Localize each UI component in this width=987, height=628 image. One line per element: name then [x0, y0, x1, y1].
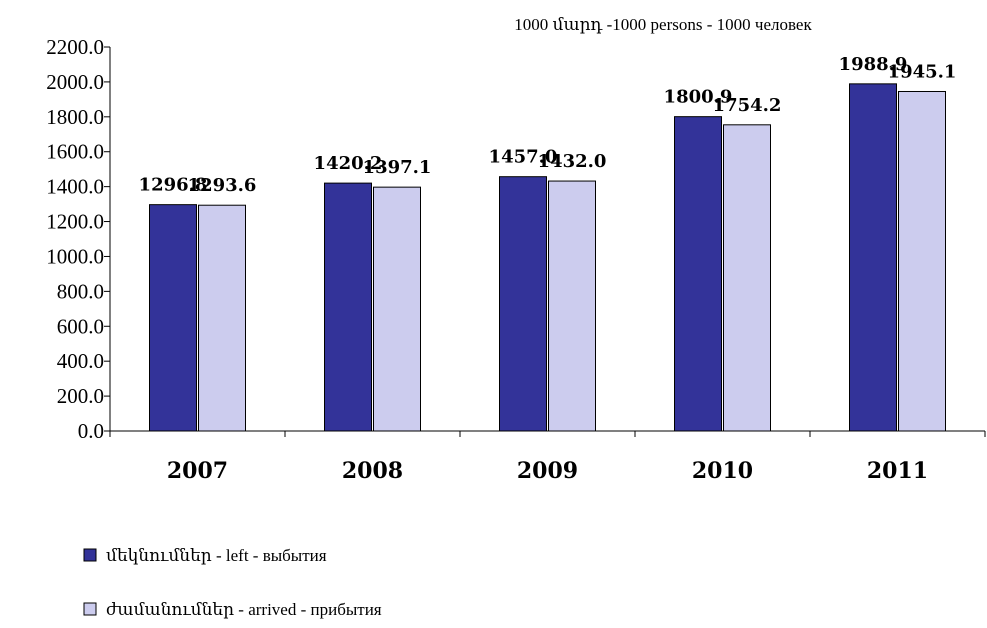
y-tick-label: 2000.0 [46, 70, 104, 94]
y-tick-label: 0.0 [78, 419, 104, 443]
data-label: 1457.0 [489, 147, 558, 168]
data-label: 1754.2 [713, 95, 782, 116]
bar-left-2009 [499, 176, 547, 432]
data-label: 1988.9 [839, 54, 908, 75]
y-tick-label: 1800.0 [46, 105, 104, 129]
x-tick-label: 2010 [692, 458, 753, 484]
bar-arrived-2008 [373, 186, 421, 432]
data-label: 1945.1 [888, 61, 957, 82]
bar-left-2010 [674, 116, 722, 432]
legend-label: ժամանումներ - arrived - прибытия [106, 600, 382, 619]
bar-left-2011 [849, 83, 897, 432]
x-tick-label: 2007 [167, 458, 228, 484]
legend-swatch [83, 602, 97, 616]
legend-swatch [83, 548, 97, 562]
bar-arrived-2011 [898, 90, 946, 432]
legend: մեկնումներ - left - выбытия ժամանումներ -… [83, 546, 382, 619]
bar-left-2008 [324, 182, 372, 432]
y-axis: 0.0 200.0 400.0 600.0 800.0 1000.0 1200.0 1400.… [46, 35, 111, 443]
y-tick-label: 1400.0 [46, 175, 104, 199]
data-label: 1800.9 [664, 87, 733, 108]
y-tick-label: 1600.0 [46, 140, 104, 164]
x-axis: 2007 2008 2009 2010 2011 [109, 430, 986, 484]
y-tick-label: 1000.0 [46, 244, 104, 268]
bar-arrived-2007 [198, 204, 246, 432]
y-tick-label: 600.0 [57, 314, 104, 338]
data-label: 1293.6 [188, 175, 257, 196]
data-label: 1397.1 [363, 157, 432, 178]
bars [149, 83, 946, 432]
legend-label: մեկնումներ - left - выбытия [106, 546, 327, 565]
bar-arrived-2009 [548, 180, 596, 432]
y-tick-label: 1200.0 [46, 210, 104, 234]
bar-left-2007 [149, 204, 197, 432]
data-label: 1432.0 [538, 151, 607, 172]
data-label: 1420.2 [314, 153, 383, 174]
bar-arrived-2010 [723, 124, 771, 432]
x-tick-label: 2009 [517, 458, 578, 484]
data-label: 1296.8 [139, 175, 208, 196]
y-tick-label: 2200.0 [46, 35, 104, 59]
y-tick-label: 400.0 [57, 349, 104, 373]
x-tick-label: 2008 [342, 458, 403, 484]
y-tick-label: 200.0 [57, 384, 104, 408]
y-tick-label: 800.0 [57, 279, 104, 303]
unit-note: 1000 մարդ -1000 persons - 1000 человек [514, 15, 812, 34]
x-tick-label: 2011 [867, 458, 928, 484]
